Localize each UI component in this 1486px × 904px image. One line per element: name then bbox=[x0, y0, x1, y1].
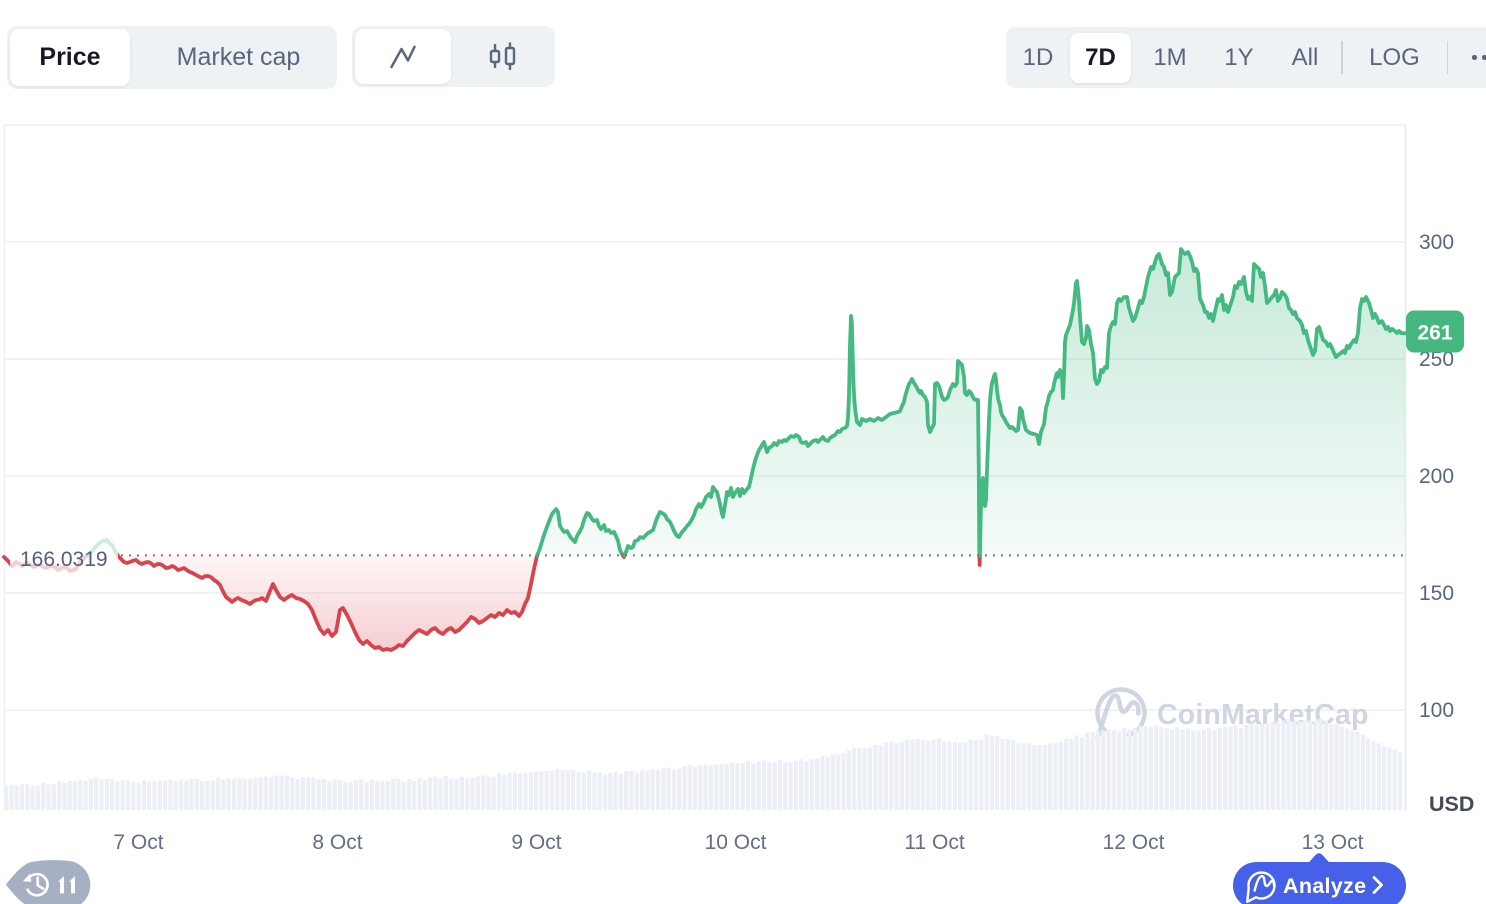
svg-text:Analyze: Analyze bbox=[1283, 874, 1366, 898]
svg-text:200: 200 bbox=[1419, 465, 1454, 488]
svg-text:11 Oct: 11 Oct bbox=[904, 831, 964, 854]
svg-text:300: 300 bbox=[1419, 231, 1454, 254]
svg-text:261: 261 bbox=[1417, 322, 1452, 345]
svg-text:150: 150 bbox=[1419, 582, 1454, 605]
svg-text:7 Oct: 7 Oct bbox=[113, 831, 163, 854]
svg-text:100: 100 bbox=[1419, 699, 1454, 722]
svg-text:8 Oct: 8 Oct bbox=[312, 831, 362, 854]
svg-text:USD: USD bbox=[1429, 792, 1474, 816]
svg-text:9 Oct: 9 Oct bbox=[511, 831, 561, 854]
svg-text:250: 250 bbox=[1419, 348, 1454, 371]
svg-text:12 Oct: 12 Oct bbox=[1103, 831, 1165, 854]
svg-text:13 Oct: 13 Oct bbox=[1302, 831, 1364, 854]
svg-text:166.0319: 166.0319 bbox=[20, 548, 108, 571]
svg-text:10 Oct: 10 Oct bbox=[705, 831, 767, 854]
